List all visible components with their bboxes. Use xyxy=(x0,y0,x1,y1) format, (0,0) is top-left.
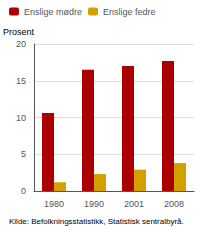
svg-text:0: 0 xyxy=(21,186,26,196)
svg-text:1980: 1980 xyxy=(44,199,64,209)
svg-text:Prosent: Prosent xyxy=(3,27,35,37)
svg-text:1990: 1990 xyxy=(84,199,104,209)
svg-text:Enslige fedre: Enslige fedre xyxy=(103,7,156,17)
svg-text:Enslige mødre: Enslige mødre xyxy=(24,7,82,17)
svg-text:15: 15 xyxy=(16,76,26,86)
svg-text:Kilde: Befolkningsstatistikk,: Kilde: Befolkningsstatistikk, Statistisk… xyxy=(9,217,184,226)
svg-text:5: 5 xyxy=(21,149,26,159)
svg-text:20: 20 xyxy=(16,39,26,49)
svg-text:10: 10 xyxy=(16,113,26,123)
svg-text:2001: 2001 xyxy=(124,199,144,209)
svg-text:2008: 2008 xyxy=(164,199,184,209)
